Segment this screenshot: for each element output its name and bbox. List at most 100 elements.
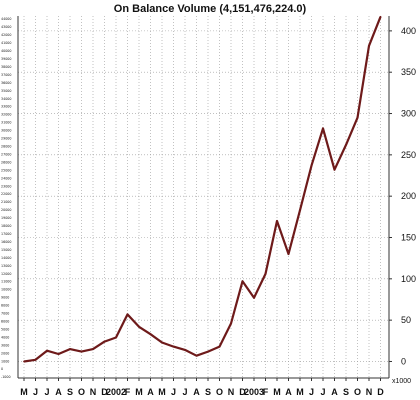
right-tick-label: 350 — [401, 67, 416, 77]
right-tick-label: 300 — [401, 109, 416, 119]
x-tick-label: F — [125, 387, 131, 397]
obv-point — [46, 349, 48, 352]
obv-point — [276, 220, 278, 222]
obv-point — [80, 350, 83, 353]
left-tick-label: 42000 — [1, 33, 12, 37]
left-tick-label: 29000 — [1, 137, 12, 141]
left-tick-label: 36000 — [1, 81, 12, 85]
left-tick-label: 44000 — [1, 17, 12, 21]
left-tick-label: 3000 — [1, 343, 9, 347]
obv-point — [218, 345, 221, 348]
x-tick-label: D — [377, 387, 384, 397]
x-tick-label: A — [285, 387, 292, 397]
right-tick-label: 250 — [401, 150, 416, 160]
left-tick-label: 12000 — [1, 272, 12, 276]
left-tick-label: 18000 — [1, 224, 12, 228]
left-tick-label: 35000 — [1, 89, 12, 93]
x-tick-label: J — [182, 387, 187, 397]
left-tick-label: 10000 — [1, 288, 12, 292]
x-tick-label: A — [193, 387, 200, 397]
left-tick-label: 32000 — [1, 113, 12, 117]
obv-point — [115, 336, 117, 339]
left-tick-label: 8000 — [1, 304, 9, 308]
left-tick-label: 11000 — [1, 280, 12, 284]
left-tick-label: 14000 — [1, 256, 12, 260]
obv-point — [345, 144, 347, 146]
left-tick-label: 34000 — [1, 97, 12, 101]
x-tick-label: N — [90, 387, 97, 397]
right-tick-label: 150 — [401, 232, 416, 242]
x-tick-label: F — [263, 387, 269, 397]
obv-point — [333, 168, 336, 171]
x-tick-label: M — [296, 387, 304, 397]
left-tick-label: -1000 — [1, 375, 11, 379]
left-tick-label: 20000 — [1, 208, 12, 212]
x-tick-label: A — [55, 387, 62, 397]
obv-point — [322, 127, 324, 130]
obv-point — [161, 341, 163, 344]
left-tick-label: 28000 — [1, 144, 12, 148]
x-tick-label: S — [343, 387, 349, 397]
obv-point — [23, 360, 25, 363]
obv-point — [379, 15, 382, 18]
x-tick-label: M — [158, 387, 166, 397]
obv-point — [264, 272, 267, 275]
obv-point — [138, 325, 140, 328]
x-tick-label: 2003 — [244, 387, 264, 397]
left-tick-label: 16000 — [1, 240, 12, 244]
obv-line — [23, 16, 382, 363]
left-tick-label: 21000 — [1, 200, 12, 204]
x-tick-label: O — [216, 387, 223, 397]
obv-point — [230, 322, 232, 325]
left-tick-label: 27000 — [1, 152, 12, 156]
x-tick-label: J — [33, 387, 38, 397]
right-axis-ticks: 400 350 300 250 200 150 100 50 0 — [389, 26, 416, 366]
obv-point — [57, 353, 60, 355]
obv-point — [368, 44, 370, 47]
x-tick-label: J — [171, 387, 176, 397]
left-tick-label: 5000 — [1, 327, 9, 331]
obv-point — [172, 345, 175, 348]
x-tick-label: M — [135, 387, 143, 397]
left-tick-label: 33000 — [1, 105, 12, 109]
left-tick-label: 2000 — [1, 351, 9, 355]
x-tick-label: N — [228, 387, 235, 397]
right-tick-label: 50 — [401, 315, 411, 325]
x-tick-label: J — [320, 387, 325, 397]
x-tick-label: O — [78, 387, 85, 397]
x-tick-label: A — [331, 387, 338, 397]
left-tick-label: 13000 — [1, 264, 12, 268]
obv-point — [103, 340, 106, 343]
right-tick-label: 0 — [401, 356, 406, 366]
left-tick-label: 43000 — [1, 25, 12, 29]
x-tick-label: O — [354, 387, 361, 397]
obv-point — [299, 209, 301, 212]
left-tick-label: 26000 — [1, 160, 12, 164]
left-tick-label: 24000 — [1, 176, 12, 180]
left-tick-label: 39000 — [1, 57, 12, 61]
left-tick-label: 37000 — [1, 73, 12, 77]
x-tick-label: 2002 — [106, 387, 126, 397]
plot-background — [18, 16, 389, 378]
x-tick-label: J — [44, 387, 49, 397]
x-tick-label: M — [20, 387, 28, 397]
left-tick-label: 1000 — [1, 359, 9, 363]
obv-point — [287, 253, 290, 255]
left-tick-label: 15000 — [1, 248, 12, 252]
right-tick-label: 100 — [401, 274, 416, 284]
left-tick-label: 31000 — [1, 121, 12, 125]
left-tick-label: 40000 — [1, 49, 12, 53]
obv-point — [241, 280, 244, 283]
series-group — [23, 15, 382, 363]
chart-title: On Balance Volume (4,151,476,224.0) — [114, 3, 307, 15]
obv-point — [356, 116, 359, 119]
x-tick-label: M — [273, 387, 281, 397]
left-tick-label: 38000 — [1, 65, 12, 69]
obv-point — [184, 348, 186, 351]
obv-point — [195, 354, 198, 357]
left-tick-label: 23000 — [1, 184, 12, 188]
obv-point — [92, 348, 94, 350]
obv-point — [149, 333, 152, 336]
left-tick-label: 6000 — [1, 320, 9, 324]
